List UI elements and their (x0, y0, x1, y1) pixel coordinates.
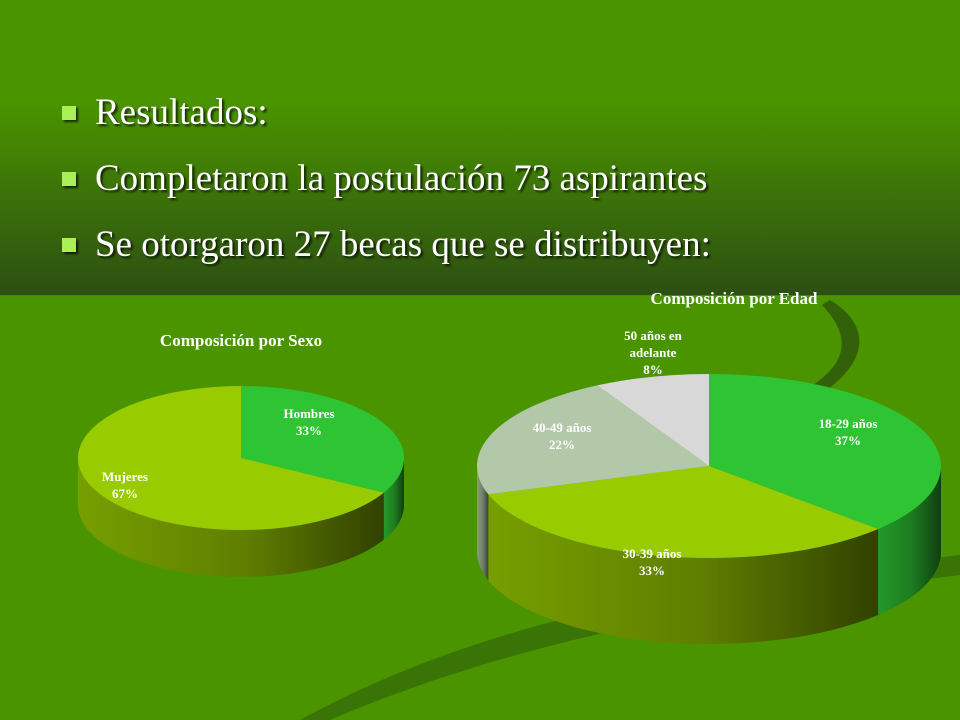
bullet-text: Completaron la postulación 73 aspirantes (95, 158, 708, 199)
bullet-list: Resultados: Completaron la postulación 7… (60, 88, 711, 286)
pie-slice (488, 466, 879, 558)
bullet-item: Se otorgaron 27 becas que se distribuyen… (60, 220, 711, 286)
slice-label: 18-29 años (819, 416, 878, 431)
slice-label: 67% (112, 486, 138, 501)
pie-slice (77, 386, 384, 530)
slice-label: 37% (835, 433, 861, 448)
slice-label: 33% (296, 423, 322, 438)
slice-label: 33% (639, 563, 665, 578)
bullet-text: Se otorgaron 27 becas que se distribuyen… (95, 224, 711, 265)
pie-slice-side (383, 458, 404, 540)
slice-label: Hombres (283, 406, 334, 421)
square-bullet-icon (62, 106, 76, 120)
slice-label: adelante (630, 345, 677, 360)
pie-slice (476, 385, 709, 495)
pie-slice (709, 374, 941, 529)
pie-slice-side (77, 458, 384, 577)
bullet-item: Completaron la postulación 73 aspirantes (60, 154, 711, 220)
slice-label: 30-39 años (623, 546, 682, 561)
square-bullet-icon (62, 238, 76, 252)
slice-label: Mujeres (102, 469, 148, 484)
bullet-text: Resultados: (95, 92, 268, 133)
chart-title: Composición por Edad (651, 289, 818, 308)
chart-title: Composición por Sexo (160, 331, 322, 350)
square-bullet-icon (62, 172, 76, 186)
pie-slice (597, 374, 709, 466)
slice-label: 40-49 años (533, 420, 592, 435)
pie-slice-side (488, 494, 879, 644)
pie-slice-side (878, 466, 941, 615)
slice-label: 22% (549, 437, 575, 452)
slice-label: 50 años en (624, 328, 683, 343)
slice-label: 8% (643, 362, 663, 377)
bullet-item: Resultados: (60, 88, 711, 154)
pie-slice (241, 386, 405, 493)
pie-slice-side (477, 466, 489, 581)
